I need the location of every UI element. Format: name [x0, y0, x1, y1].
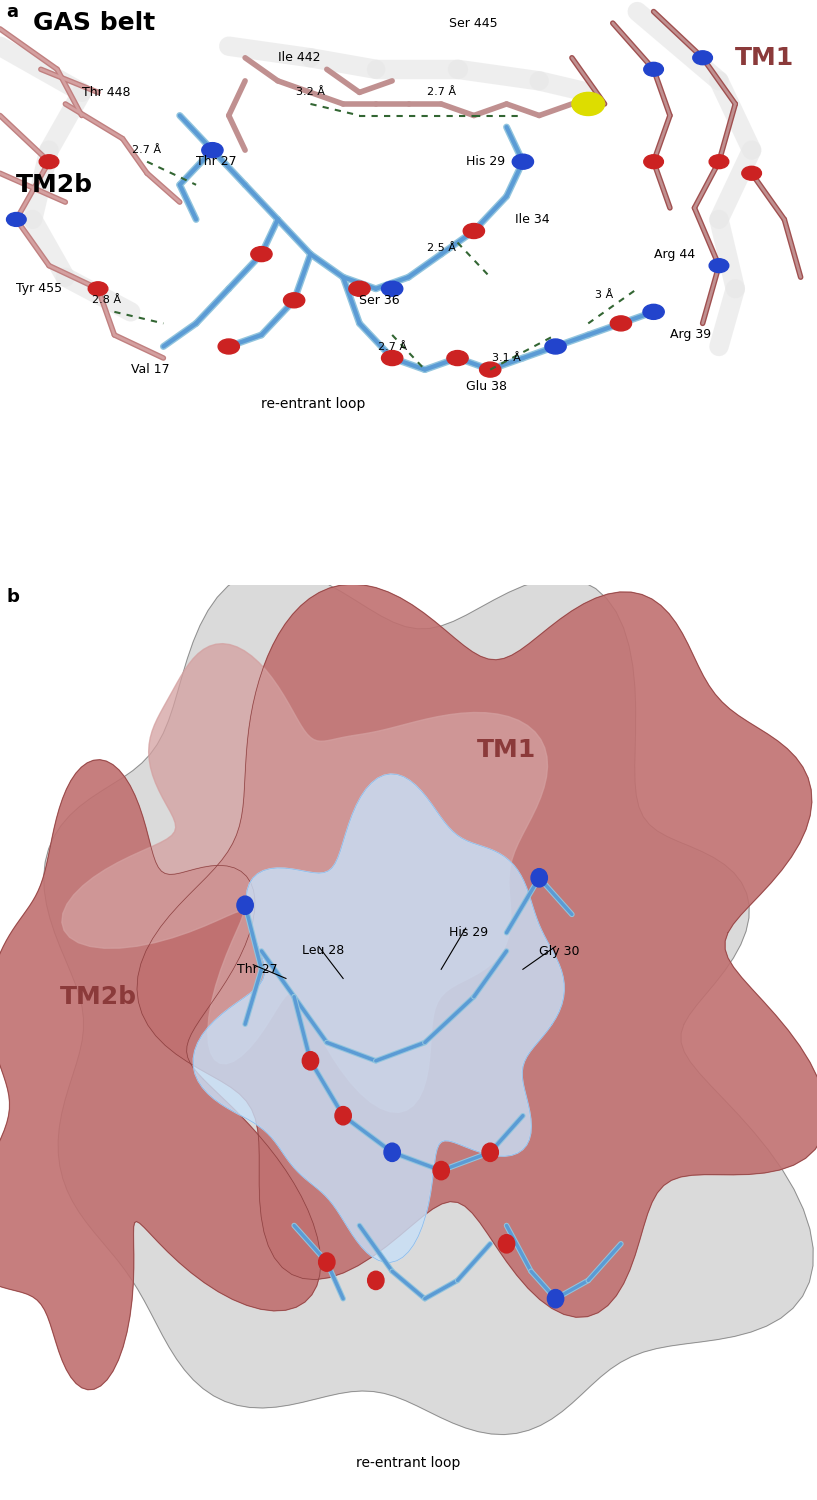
Circle shape [498, 1234, 515, 1252]
Text: Ser 445: Ser 445 [449, 16, 498, 30]
Circle shape [237, 896, 253, 915]
Circle shape [433, 1161, 449, 1179]
Circle shape [463, 224, 484, 238]
Text: Thr 27: Thr 27 [196, 154, 237, 168]
Text: Glu 38: Glu 38 [466, 381, 507, 393]
Text: Ile 442: Ile 442 [278, 51, 320, 64]
Text: b: b [7, 588, 20, 606]
Text: 2.7 Å: 2.7 Å [377, 342, 407, 351]
Text: TM1: TM1 [477, 738, 536, 762]
Circle shape [531, 868, 547, 886]
Text: re-entrant loop: re-entrant loop [261, 398, 366, 411]
Text: GAS belt: GAS belt [33, 10, 155, 34]
Circle shape [742, 166, 761, 180]
Text: TM1: TM1 [735, 46, 795, 69]
Text: TM2b: TM2b [60, 986, 136, 1008]
Circle shape [368, 1272, 384, 1290]
Text: 3 Å: 3 Å [596, 290, 614, 300]
Circle shape [335, 1107, 351, 1125]
Circle shape [218, 339, 239, 354]
Circle shape [610, 316, 632, 332]
Polygon shape [62, 644, 547, 1113]
Text: Thr 27: Thr 27 [237, 963, 278, 976]
Text: 2.5 Å: 2.5 Å [426, 243, 456, 254]
Circle shape [644, 63, 663, 76]
Circle shape [709, 258, 729, 273]
Text: Tyr 455: Tyr 455 [16, 282, 62, 296]
Text: 2.7 Å: 2.7 Å [132, 146, 162, 154]
Circle shape [7, 213, 26, 226]
Text: Arg 44: Arg 44 [654, 248, 694, 261]
Circle shape [547, 1290, 564, 1308]
Circle shape [88, 282, 108, 296]
Text: Gly 30: Gly 30 [539, 945, 580, 957]
Circle shape [382, 351, 403, 366]
Circle shape [644, 154, 663, 168]
Circle shape [382, 280, 403, 297]
Text: 2.7 Å: 2.7 Å [426, 87, 456, 98]
Circle shape [349, 280, 370, 297]
Text: 2.8 Å: 2.8 Å [92, 296, 121, 306]
Text: His 29: His 29 [449, 926, 489, 939]
Circle shape [643, 304, 664, 320]
Text: 3.2 Å: 3.2 Å [296, 87, 325, 98]
Circle shape [480, 362, 501, 376]
Circle shape [512, 154, 534, 170]
Polygon shape [194, 774, 565, 1263]
Circle shape [545, 339, 566, 354]
Circle shape [283, 292, 305, 308]
Text: Leu 28: Leu 28 [302, 945, 345, 957]
Circle shape [39, 154, 59, 168]
Text: Val 17: Val 17 [131, 363, 169, 376]
Text: Thr 448: Thr 448 [82, 86, 130, 99]
Circle shape [384, 1143, 400, 1161]
Text: Ile 34: Ile 34 [515, 213, 549, 226]
Circle shape [202, 142, 223, 158]
Text: His 29: His 29 [466, 154, 505, 168]
Text: TM2b: TM2b [16, 172, 93, 196]
Circle shape [447, 351, 468, 366]
Circle shape [482, 1143, 498, 1161]
Circle shape [693, 51, 712, 64]
Circle shape [302, 1052, 319, 1070]
Text: a: a [7, 3, 19, 21]
Text: Ser 36: Ser 36 [359, 294, 400, 307]
Circle shape [709, 154, 729, 168]
Text: Arg 39: Arg 39 [670, 328, 711, 342]
Circle shape [251, 246, 272, 261]
Circle shape [319, 1252, 335, 1272]
Polygon shape [0, 760, 321, 1389]
Circle shape [572, 93, 605, 116]
Polygon shape [137, 585, 817, 1317]
Text: 3.1 Å: 3.1 Å [492, 352, 521, 363]
Polygon shape [44, 568, 813, 1434]
Text: re-entrant loop: re-entrant loop [356, 1456, 461, 1470]
